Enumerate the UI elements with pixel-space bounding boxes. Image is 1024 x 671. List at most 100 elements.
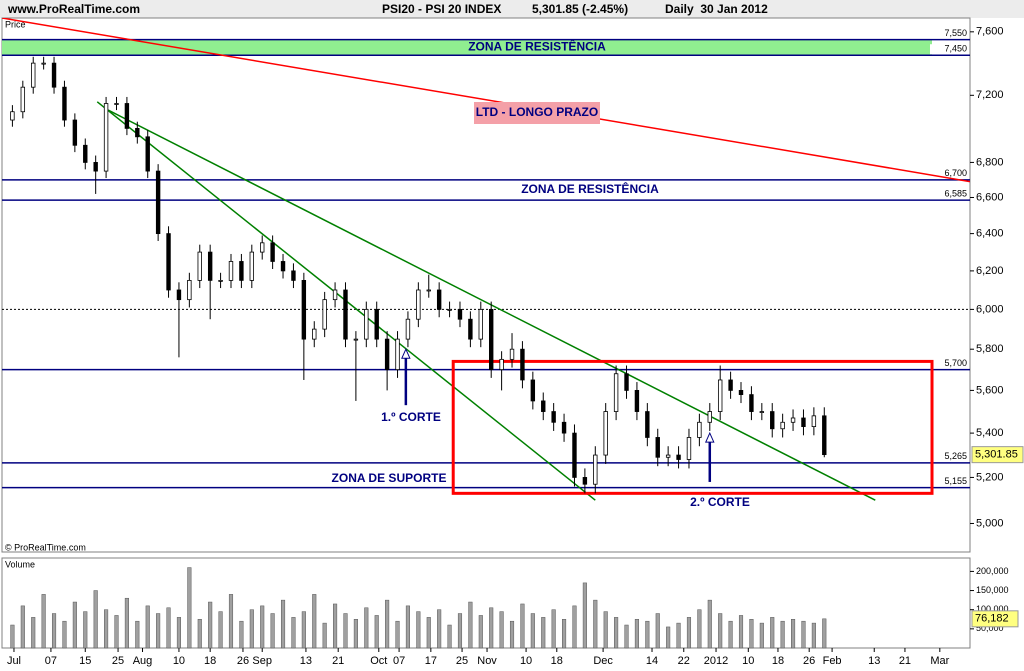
candle-body [395, 338, 400, 371]
level-label: 6,700 [944, 168, 967, 178]
level-label-bg [930, 358, 969, 369]
arrow-head [401, 347, 411, 359]
candle-body [228, 261, 234, 281]
candle-body [270, 242, 275, 262]
quote: 5,301.85 (-2.45%) [532, 2, 628, 16]
level-label-bg [930, 168, 969, 179]
volume-bar [62, 620, 67, 649]
last-value-box [971, 446, 1024, 464]
candle-body [634, 390, 640, 412]
last-value-box [971, 610, 1019, 628]
volume-bar [333, 603, 338, 649]
candle-body [707, 411, 712, 423]
level-label: 7,450 [944, 44, 967, 54]
volume-panel [1, 557, 971, 649]
last-value-label: 76,182 [975, 613, 1009, 625]
candle-body [301, 279, 307, 340]
volume-bar [759, 622, 764, 649]
volume-bar [468, 601, 473, 649]
candle-body [155, 170, 161, 235]
volume-bar [749, 619, 754, 649]
volume-bar [301, 611, 306, 649]
volume-bar [791, 619, 796, 649]
y-tick-label: 5,000 [976, 517, 1004, 529]
x-tick-label: 10 [520, 655, 532, 667]
x-tick-label: Mar [930, 655, 949, 667]
y-tick-label: 5,200 [976, 471, 1004, 483]
instrument: PSI20 - PSI 20 INDEX [382, 2, 501, 16]
x-tick-label: 13 [300, 655, 312, 667]
highlight-box [451, 359, 934, 495]
volume-bar [228, 594, 234, 649]
x-tick-label: 14 [646, 655, 658, 667]
level-label-bg [930, 44, 969, 55]
x-tick-label: 10 [742, 655, 754, 667]
x-tick-label: Sep [252, 655, 272, 667]
volume-bar [426, 617, 431, 649]
volume-bar [353, 619, 358, 649]
volume-bar [156, 613, 161, 649]
volume-bar [801, 620, 806, 649]
candle-body [239, 261, 244, 281]
x-tick-label: 21 [899, 655, 911, 667]
candle-body [135, 127, 140, 138]
volume-bar [437, 609, 442, 649]
annotation: LTD - LONGO PRAZO [476, 105, 598, 119]
annotation: ZONA DE RESISTÊNCIA [521, 181, 659, 196]
x-tick-label: 26 [237, 655, 249, 667]
candle-body [676, 454, 681, 460]
volume-bar [280, 599, 286, 649]
candle-body [509, 348, 515, 360]
volume-bar [738, 615, 744, 649]
volume-bar [645, 620, 650, 649]
candle-body [665, 454, 671, 458]
candle-body [291, 270, 296, 281]
period: Daily 30 Jan 2012 [665, 2, 768, 16]
volume-bar [603, 611, 608, 649]
volume-bar [509, 620, 515, 649]
volume-bar [260, 605, 265, 649]
copyright: © ProRealTime.com [5, 542, 86, 552]
candle-body [780, 421, 785, 430]
volume-bar [728, 620, 733, 649]
volume-bar [499, 611, 504, 649]
volume-bar [666, 626, 671, 649]
volume-bar [135, 620, 140, 649]
header-bar [0, 0, 1024, 18]
y-tick-label: 150,000 [976, 585, 1009, 595]
volume-bar [447, 624, 452, 649]
x-tick-label: 21 [332, 655, 344, 667]
volume-bar [197, 619, 202, 649]
level-label-bg [930, 476, 969, 487]
candle-body [31, 62, 36, 88]
candle-body [530, 379, 536, 402]
candle-body [489, 308, 494, 371]
y-tick-label: 6,000 [976, 303, 1004, 315]
level-label-bg [930, 28, 969, 39]
candle-body [416, 289, 421, 320]
volume-bar [593, 599, 598, 649]
candle-body [114, 103, 119, 105]
volume-bar [457, 613, 463, 649]
volume-bar [520, 603, 525, 649]
x-tick-label: 25 [112, 655, 124, 667]
volume-bar [551, 609, 556, 649]
candle-body [260, 242, 265, 253]
candle-body [603, 411, 608, 456]
x-tick-label: 07 [45, 655, 57, 667]
y-tick-label: 200,000 [976, 566, 1009, 576]
x-tick-label: 26 [803, 655, 815, 667]
candle-body [176, 289, 182, 301]
candle-body [426, 289, 431, 292]
y-tick-label: 5,800 [976, 343, 1004, 355]
candle-body [83, 144, 88, 163]
volume-bar [634, 619, 639, 649]
level-label: 5,265 [944, 451, 967, 461]
level-label: 7,550 [944, 28, 967, 38]
candle-body [218, 279, 223, 282]
candle-body [322, 299, 327, 330]
x-tick-label: 18 [551, 655, 563, 667]
y-tick-label: 6,400 [976, 228, 1004, 240]
candle-body [436, 289, 442, 310]
